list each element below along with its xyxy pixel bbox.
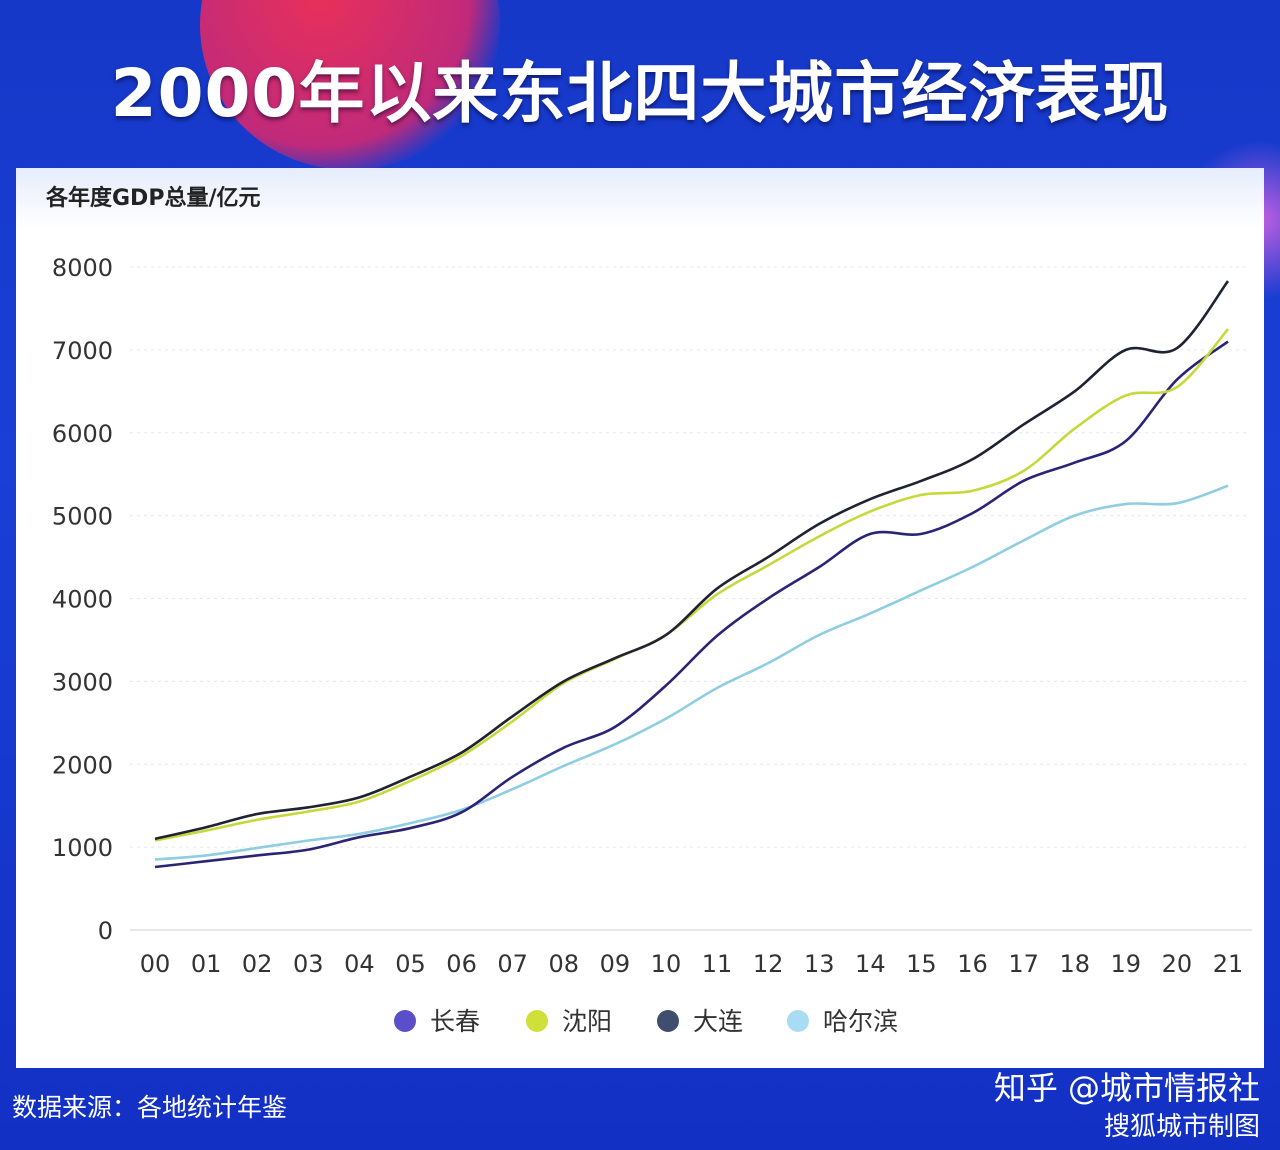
y-tick-label: 2000 — [52, 751, 113, 779]
x-tick-label: 09 — [600, 950, 631, 978]
x-tick-label: 04 — [344, 950, 375, 978]
x-tick-label: 00 — [140, 950, 171, 978]
legend-marker — [526, 1010, 548, 1032]
y-tick-label: 8000 — [52, 254, 113, 282]
x-tick-label: 10 — [651, 950, 682, 978]
x-tick-label: 08 — [548, 950, 579, 978]
x-tick-label: 02 — [242, 950, 273, 978]
y-tick-label: 5000 — [52, 503, 113, 531]
x-tick-label: 03 — [293, 950, 324, 978]
x-tick-label: 19 — [1111, 950, 1142, 978]
legend-marker — [787, 1010, 809, 1032]
chart-card — [16, 168, 1264, 1068]
y-tick-label: 3000 — [52, 668, 113, 696]
series-line-长春 — [154, 340, 1229, 869]
credit: 搜狐城市制图 — [1103, 1112, 1260, 1142]
y-tick-label: 4000 — [52, 586, 113, 614]
watermark: 知乎 @城市情报社 — [993, 1069, 1260, 1107]
legend-label: 沈阳 — [562, 1007, 612, 1036]
x-tick-label: 13 — [804, 950, 835, 978]
x-tick-label: 05 — [395, 950, 426, 978]
y-tick-label: 6000 — [52, 420, 113, 448]
legend-label: 长春 — [430, 1007, 480, 1036]
legend-marker — [394, 1010, 416, 1032]
x-tick-label: 21 — [1213, 950, 1244, 978]
series-line-大连 — [154, 280, 1230, 841]
x-tick-label: 20 — [1162, 950, 1193, 978]
page-title: 2000年以来东北四大城市经济表现 — [110, 55, 1170, 132]
x-tick-label: 17 — [1008, 950, 1039, 978]
x-tick-label: 11 — [702, 950, 733, 978]
x-tick-label: 07 — [497, 950, 528, 978]
series-line-沈阳 — [154, 328, 1229, 842]
x-tick-label: 16 — [957, 950, 988, 978]
legend-marker — [657, 1010, 679, 1032]
y-axis-label: 各年度GDP总量/亿元 — [46, 186, 261, 211]
x-tick-label: 01 — [191, 950, 222, 978]
y-tick-label: 0 — [98, 917, 113, 945]
x-tick-label: 14 — [855, 950, 886, 978]
legend-label: 哈尔滨 — [823, 1007, 898, 1036]
legend-label: 大连 — [693, 1007, 743, 1036]
x-tick-label: 12 — [753, 950, 784, 978]
data-source: 数据来源：各地统计年鉴 — [12, 1093, 288, 1122]
x-tick-label: 15 — [906, 950, 937, 978]
x-tick-label: 06 — [446, 950, 477, 978]
y-tick-label: 7000 — [52, 337, 113, 365]
x-tick-label: 18 — [1059, 950, 1090, 978]
series-line-哈尔滨 — [154, 484, 1229, 861]
y-tick-label: 1000 — [52, 834, 113, 862]
